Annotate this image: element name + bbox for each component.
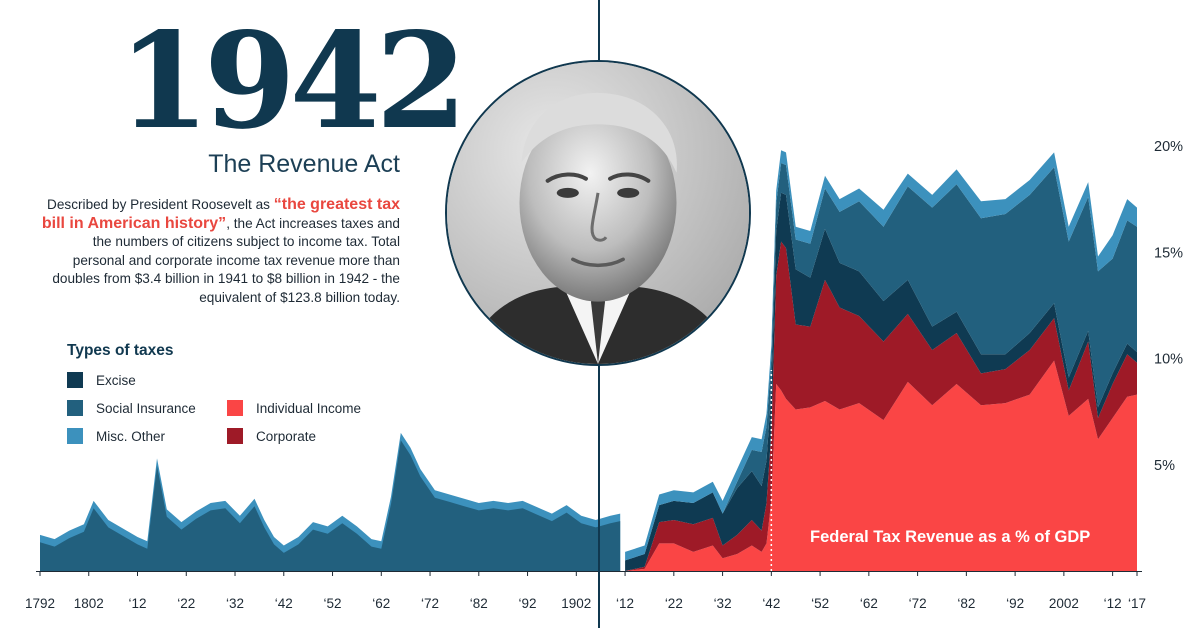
chart-title: Federal Tax Revenue as a % of GDP — [810, 528, 1091, 546]
area-social-insurance — [625, 163, 1137, 561]
legend-label-corporate: Corporate — [256, 428, 317, 444]
x-tick-label: ‘42 — [762, 596, 780, 611]
act-description: Described by President Roosevelt as “the… — [40, 196, 400, 308]
x-tick-label: ‘12 — [129, 596, 147, 611]
x-tick-label: ‘72 — [909, 596, 927, 611]
portrait-illustration — [447, 62, 749, 364]
roosevelt-quote: “the greatest tax bill in American histo… — [41, 196, 400, 232]
x-tick-label: 1792 — [25, 596, 55, 611]
area-individual-income — [625, 360, 1137, 571]
x-tick-label: ‘72 — [421, 596, 439, 611]
legend-swatch-social-insurance — [67, 400, 83, 416]
x-tick-label: ‘22 — [665, 596, 683, 611]
x-tick-label: ‘62 — [372, 596, 390, 611]
legend-item-misc-other: Misc. Other — [67, 427, 165, 445]
legend-title: Types of taxes — [67, 342, 174, 359]
portrait-photo — [445, 60, 751, 366]
x-tick-label: ‘82 — [470, 596, 488, 611]
x-tick-label: ‘32 — [226, 596, 244, 611]
x-tick-label: ‘52 — [324, 596, 342, 611]
x-tick-label: ‘92 — [1006, 596, 1024, 611]
x-tick-label: ‘92 — [519, 596, 537, 611]
legend-item-social-insurance: Social Insurance — [67, 399, 196, 417]
x-tick-label: ‘62 — [860, 596, 878, 611]
legend-swatch-excise — [67, 372, 83, 388]
x-tick-label: 1802 — [74, 596, 104, 611]
description-intro: Described by President Roosevelt as — [47, 197, 274, 212]
legend-item-excise: Excise — [67, 371, 136, 389]
x-tick-label: ‘22 — [177, 596, 195, 611]
y-tick-label: 15% — [1154, 245, 1183, 261]
x-tick-label: ‘12 — [616, 596, 634, 611]
legend-label-individual-income: Individual Income — [256, 400, 362, 416]
area-excise — [625, 192, 1137, 572]
x-tick-label: ‘32 — [714, 596, 732, 611]
x-tick-label: 2002 — [1049, 596, 1079, 611]
legend-label-misc-other: Misc. Other — [96, 428, 166, 444]
legend-swatch-misc-other — [67, 428, 83, 444]
area-corporate — [625, 241, 1137, 571]
legend-label-social-insurance: Social Insurance — [96, 400, 196, 416]
legend-swatch-corporate — [227, 428, 243, 444]
area-pre-1912-total — [40, 440, 621, 571]
description-body: , the Act increases taxes and the number… — [52, 215, 400, 305]
x-tick-label: ‘52 — [811, 596, 829, 611]
legend-swatch-individual-income — [227, 400, 243, 416]
y-tick-label: 5% — [1154, 458, 1175, 474]
y-tick-label: 20% — [1154, 139, 1183, 155]
x-tick-label: ‘17 — [1128, 596, 1146, 611]
x-tick-label: ‘42 — [275, 596, 293, 611]
y-tick-label: 10% — [1154, 352, 1183, 368]
x-tick-label: 1902 — [561, 596, 591, 611]
x-tick-label: ‘12 — [1104, 596, 1122, 611]
legend-label-excise: Excise — [96, 372, 136, 388]
act-subtitle: The Revenue Act — [208, 150, 400, 178]
legend-item-corporate: Corporate — [227, 427, 316, 445]
area-misc-other — [625, 150, 1137, 561]
legend-item-individual-income: Individual Income — [227, 399, 361, 417]
year-title: 1942 — [118, 4, 467, 159]
x-tick-label: ‘82 — [957, 596, 975, 611]
